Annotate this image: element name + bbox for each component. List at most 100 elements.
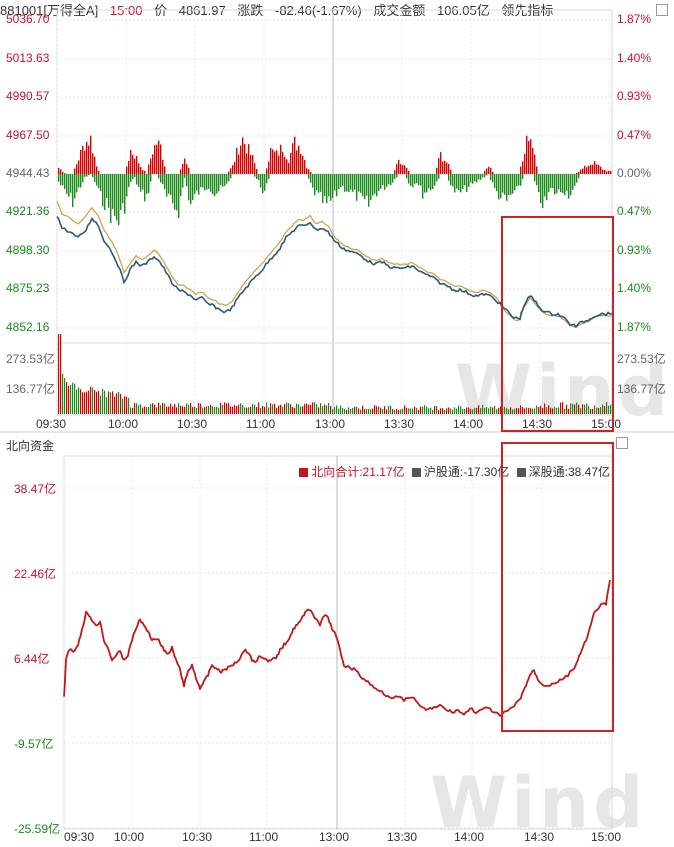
- breadth-bar-down: [500, 174, 502, 199]
- volume-bar: [432, 409, 434, 414]
- volume-bar: [244, 407, 246, 414]
- breadth-bar-up: [396, 164, 398, 174]
- breadth-bar-down: [100, 174, 102, 192]
- volume-bar: [204, 406, 206, 414]
- breadth-bar-down: [88, 174, 90, 176]
- volume-bar: [118, 391, 120, 414]
- breadth-bar-up: [98, 170, 100, 174]
- pct-tick: 1.87%: [617, 320, 652, 334]
- breadth-bar-down: [426, 174, 428, 193]
- breadth-bar-up: [180, 169, 182, 174]
- north-y-tick: 38.47亿: [14, 482, 57, 496]
- volume-bar: [132, 407, 134, 414]
- breadth-bar-up: [126, 166, 128, 174]
- bottom-time-label: 14:00: [454, 830, 485, 844]
- volume-bar: [160, 405, 162, 414]
- breadth-bar-down: [172, 174, 174, 204]
- volume-bar: [242, 404, 244, 414]
- breadth-bar-down: [328, 174, 330, 197]
- breadth-bar-up: [578, 171, 580, 174]
- volume-bar: [438, 409, 440, 414]
- breadth-bar-down: [174, 174, 176, 210]
- legend-north: 北向合计:21.17亿: [311, 465, 405, 479]
- volume-bar: [554, 406, 556, 414]
- breadth-bar-down: [570, 174, 572, 196]
- volume-bar: [258, 402, 260, 414]
- breadth-bar-down: [358, 174, 360, 192]
- volume-bar: [340, 405, 342, 414]
- breadth-bar-up: [268, 161, 270, 174]
- volume-bar: [80, 389, 82, 414]
- legend-sh-swatch: [411, 468, 421, 477]
- breadth-bar-up: [78, 160, 80, 174]
- breadth-bar-up: [228, 171, 230, 174]
- volume-bar: [170, 403, 172, 414]
- watermark-bottom: Wind: [430, 762, 648, 844]
- volume-bar: [390, 405, 392, 414]
- breadth-bar-down: [330, 174, 332, 201]
- volume-bar: [314, 402, 316, 414]
- volume-bar: [388, 405, 390, 414]
- breadth-bar-down: [372, 174, 374, 196]
- volume-bar: [386, 409, 388, 414]
- breadth-bar-up: [300, 153, 302, 174]
- volume-bar: [110, 392, 112, 414]
- volume-bar: [500, 406, 502, 414]
- breadth-bar-down: [352, 174, 354, 192]
- breadth-bar-down: [96, 174, 98, 186]
- breadth-bar-up: [256, 168, 258, 174]
- volume-bar: [344, 409, 346, 414]
- breadth-bar-down: [574, 174, 576, 186]
- volume-bar: [442, 408, 444, 414]
- breadth-bar-up: [584, 165, 586, 174]
- breadth-bar-up: [582, 168, 584, 174]
- northbound-legend: 北向合计:21.17亿 沪股通:-17.30亿 深股通:38.47亿: [295, 463, 610, 480]
- breadth-bar-up: [536, 166, 538, 174]
- volume-tick: 273.53亿: [6, 352, 55, 366]
- pct-tick: 0.93%: [617, 89, 652, 103]
- breadth-bar-down: [534, 174, 536, 182]
- breadth-bar-down: [256, 174, 258, 180]
- breadth-bar-up: [244, 144, 246, 174]
- breadth-bar-down: [186, 174, 188, 187]
- breadth-bar-down: [138, 174, 140, 187]
- breadth-bar-down: [94, 174, 96, 183]
- breadth-bar-down: [78, 174, 80, 188]
- volume-bar: [288, 403, 290, 414]
- volume-bar: [380, 407, 382, 414]
- volume-bar: [602, 404, 604, 414]
- breadth-bar-up: [602, 169, 604, 174]
- breadth-bar-up: [600, 166, 602, 174]
- breadth-bar-down: [226, 174, 228, 184]
- breadth-bar-down: [114, 174, 116, 216]
- volume-bar: [374, 405, 376, 414]
- breadth-bar-up: [58, 167, 60, 174]
- breadth-bar-down: [142, 174, 144, 190]
- breadth-bar-down: [578, 174, 580, 179]
- breadth-bar-down: [212, 174, 214, 195]
- breadth-bar-down: [70, 174, 72, 193]
- breadth-bar-down: [474, 174, 476, 182]
- breadth-bar-down: [202, 174, 204, 188]
- breadth-bar-up: [160, 144, 162, 174]
- volume-bar: [282, 406, 284, 414]
- breadth-bar-down: [516, 174, 518, 187]
- breadth-bar-up: [246, 153, 248, 174]
- volume-bar: [320, 403, 322, 414]
- volume-bar: [436, 405, 438, 414]
- pct-tick: 1.40%: [617, 51, 652, 65]
- volume-bar: [192, 407, 194, 414]
- panel-icon[interactable]: [616, 437, 628, 449]
- volume-bar: [508, 409, 510, 414]
- breadth-bar-down: [480, 174, 482, 180]
- corner-icon[interactable]: [656, 4, 668, 16]
- breadth-bar-down: [354, 174, 356, 190]
- volume-bar: [472, 409, 474, 414]
- volume-bar: [486, 406, 488, 414]
- volume-bar: [384, 406, 386, 414]
- watermark-top: Wind: [455, 350, 673, 432]
- volume-bar: [464, 409, 466, 414]
- volume-bar: [360, 409, 362, 414]
- volume-bar: [556, 407, 558, 414]
- breadth-bar-down: [490, 174, 492, 181]
